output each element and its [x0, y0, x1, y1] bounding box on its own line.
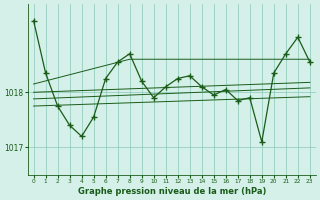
- X-axis label: Graphe pression niveau de la mer (hPa): Graphe pression niveau de la mer (hPa): [77, 187, 266, 196]
